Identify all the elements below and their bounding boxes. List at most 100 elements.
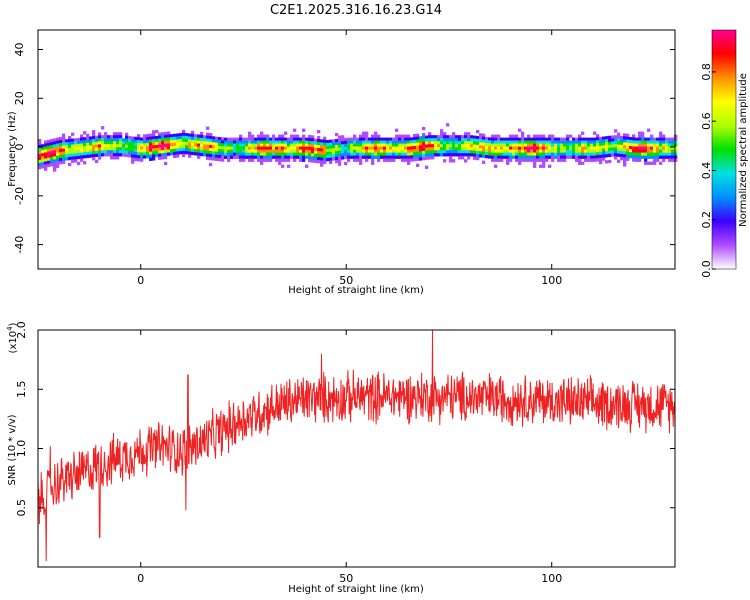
heatmap-cell xyxy=(206,147,210,151)
heatmap-cell xyxy=(92,130,96,134)
heatmap-cell xyxy=(161,153,165,157)
heatmap-cell xyxy=(665,155,669,159)
heatmap-cell xyxy=(248,149,252,153)
heatmap-cell xyxy=(377,137,381,141)
heatmap-cell xyxy=(461,138,465,142)
heatmap-cell xyxy=(119,132,123,136)
heatmap-cell xyxy=(449,141,453,145)
heatmap-cell xyxy=(413,145,417,150)
heatmap-cell xyxy=(599,136,603,141)
heatmap-cell xyxy=(296,146,300,150)
heatmap-cell xyxy=(92,148,96,152)
colorbar-tick-label: 0.0 xyxy=(700,260,713,278)
heatmap-cell xyxy=(626,145,630,149)
heatmap-cell xyxy=(542,149,546,153)
heatmap-cell xyxy=(434,150,438,154)
heatmap-cell xyxy=(257,137,261,141)
heatmap-cell xyxy=(266,155,270,159)
heatmap-cell xyxy=(47,163,51,168)
heatmap-cell xyxy=(233,146,237,150)
heatmap-cell xyxy=(596,146,600,150)
heatmap-cell xyxy=(143,149,147,153)
heatmap-cell xyxy=(536,143,540,147)
heatmap-cell xyxy=(494,140,498,144)
heatmap-cell xyxy=(347,137,351,141)
heatmap-cell xyxy=(233,149,237,153)
heatmap-cell xyxy=(521,155,525,159)
heatmap-cell xyxy=(77,143,81,148)
heatmap-cell xyxy=(275,140,279,144)
heatmap-cell xyxy=(533,146,537,150)
heatmap-cell xyxy=(440,135,444,139)
heatmap-cell xyxy=(299,137,303,141)
heatmap-cell xyxy=(260,143,264,147)
heatmap-cell xyxy=(464,135,468,139)
heatmap-cell xyxy=(188,139,192,143)
heatmap-cell xyxy=(482,148,486,152)
heatmap-cell xyxy=(59,145,63,150)
heatmap-cell xyxy=(578,158,582,162)
heatmap-cell xyxy=(128,151,132,155)
heatmap-cell xyxy=(71,153,75,157)
heatmap-cell xyxy=(239,140,243,144)
heatmap-cell xyxy=(74,156,78,160)
heatmap-cell xyxy=(671,155,675,159)
heatmap-cell xyxy=(662,158,666,162)
heatmap-cell xyxy=(590,146,594,150)
heatmap-cell xyxy=(227,149,231,153)
heatmap-cell xyxy=(173,136,177,141)
heatmap-cell xyxy=(320,148,324,152)
heatmap-cell xyxy=(416,139,420,143)
heatmap-cell xyxy=(668,158,672,162)
heatmap-cell xyxy=(446,123,450,127)
heatmap-cell xyxy=(560,146,564,150)
heatmap-cell xyxy=(341,150,345,154)
heatmap-cell xyxy=(632,158,636,162)
heatmap-cell xyxy=(239,143,243,147)
heatmap-cell xyxy=(44,146,48,150)
heatmap-cell xyxy=(335,159,339,164)
heatmap-cell xyxy=(449,150,453,154)
heatmap-cell xyxy=(560,140,564,144)
snr-y-tick-label: 1.5 xyxy=(15,381,28,399)
heatmap-cell xyxy=(623,163,627,167)
heatmap-cell xyxy=(365,134,369,138)
heatmap-cell xyxy=(230,155,234,159)
heatmap-cell xyxy=(203,150,207,154)
heatmap-cell xyxy=(170,143,174,147)
heatmap-cell xyxy=(446,144,450,148)
heatmap-cell xyxy=(422,144,426,149)
heatmap-cell xyxy=(656,152,660,156)
heatmap-cell xyxy=(146,148,150,153)
heatmap-cell xyxy=(374,137,378,141)
heatmap-cell xyxy=(320,139,324,143)
heatmap-cell xyxy=(197,143,201,147)
heatmap-cell xyxy=(455,147,459,151)
heatmap-cell xyxy=(149,142,153,146)
heatmap-cell xyxy=(137,149,141,153)
heatmap-cell xyxy=(350,155,354,159)
heatmap-cell xyxy=(221,146,225,150)
heatmap-cell xyxy=(656,155,660,159)
heatmap-cell xyxy=(383,155,387,159)
heatmap-cell xyxy=(506,137,510,141)
heatmap-cell xyxy=(134,145,138,150)
heatmap-cell xyxy=(500,158,504,162)
heatmap-cell xyxy=(164,146,168,151)
heatmap-cell xyxy=(323,151,327,156)
heatmap-cell xyxy=(344,161,348,166)
heatmap-cell xyxy=(41,153,45,157)
heatmap-cell xyxy=(593,146,597,150)
heatmap-cell xyxy=(458,147,462,151)
heatmap-cell xyxy=(215,142,219,146)
heatmap-cell xyxy=(635,137,639,141)
heatmap-cell xyxy=(131,151,135,155)
heatmap-cell xyxy=(287,152,291,156)
heatmap-cell xyxy=(101,126,105,130)
heatmap-cell xyxy=(203,153,207,157)
heatmap-cell xyxy=(176,154,180,158)
heatmap-cell xyxy=(641,149,645,153)
heatmap-cell xyxy=(386,146,390,150)
heatmap-cell xyxy=(338,141,342,145)
heatmap-cell xyxy=(110,144,114,148)
